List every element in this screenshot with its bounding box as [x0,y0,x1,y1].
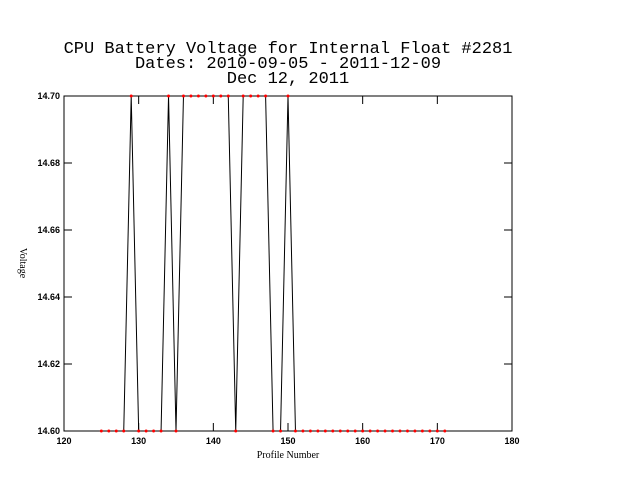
x-axis-label: Profile Number [257,450,320,461]
data-point [264,94,268,98]
data-point [241,94,245,98]
data-point [219,94,223,98]
x-tick-label: 150 [280,436,295,446]
data-point [286,94,290,98]
y-tick-label: 14.66 [37,225,60,235]
data-point [234,429,238,433]
data-point [196,94,200,98]
data-line [101,95,445,432]
data-point [413,429,417,433]
data-point [174,429,178,433]
data-point [271,429,275,433]
x-tick-label: 170 [430,436,445,446]
x-tick-label: 140 [206,436,221,446]
data-point [428,429,432,433]
data-point [211,94,215,98]
data-point [107,429,111,433]
x-tick-label: 180 [504,436,519,446]
y-tick-label: 14.62 [37,359,60,369]
y-tick-label: 14.70 [37,91,60,101]
y-tick-label: 14.68 [37,158,60,168]
chart-subtitle: Dates: 2010-09-05 - 2011-12-09 [135,55,441,74]
date-line: Dec 12, 2011 [227,70,349,89]
data-point [435,429,439,433]
data-point [308,429,312,433]
data-point [368,429,372,433]
x-tick-label: 120 [56,436,71,446]
data-point [189,94,193,98]
x-tick-label: 130 [131,436,146,446]
data-point [226,94,230,98]
data-point [144,429,148,433]
data-point [293,429,297,433]
data-point [323,429,327,433]
data-point [443,429,447,433]
data-point [391,429,395,433]
plot-frame [63,95,513,432]
data-point [331,429,335,433]
data-point [361,429,365,433]
data-point [249,94,253,98]
data-point [159,429,163,433]
data-point [152,429,156,433]
y-axis-label: Voltage [17,248,28,279]
y-tick-label: 14.64 [37,292,60,302]
chart-title: CPU Battery Voltage for Internal Float #… [64,40,513,59]
data-point [181,94,185,98]
data-point [338,429,342,433]
data-point [346,429,350,433]
data-point [279,429,283,433]
data-point [420,429,424,433]
data-point [122,429,126,433]
x-tick-label: 160 [355,436,370,446]
data-point [353,429,357,433]
data-point [99,429,103,433]
data-point [114,429,118,433]
data-point [204,94,208,98]
data-point [137,429,141,433]
data-point [398,429,402,433]
data-point [301,429,305,433]
y-tick-label: 14.60 [37,426,60,436]
data-point [316,429,320,433]
data-point [376,429,380,433]
data-point [383,429,387,433]
data-point [405,429,409,433]
data-point [167,94,171,98]
data-point [256,94,260,98]
data-point [129,94,133,98]
